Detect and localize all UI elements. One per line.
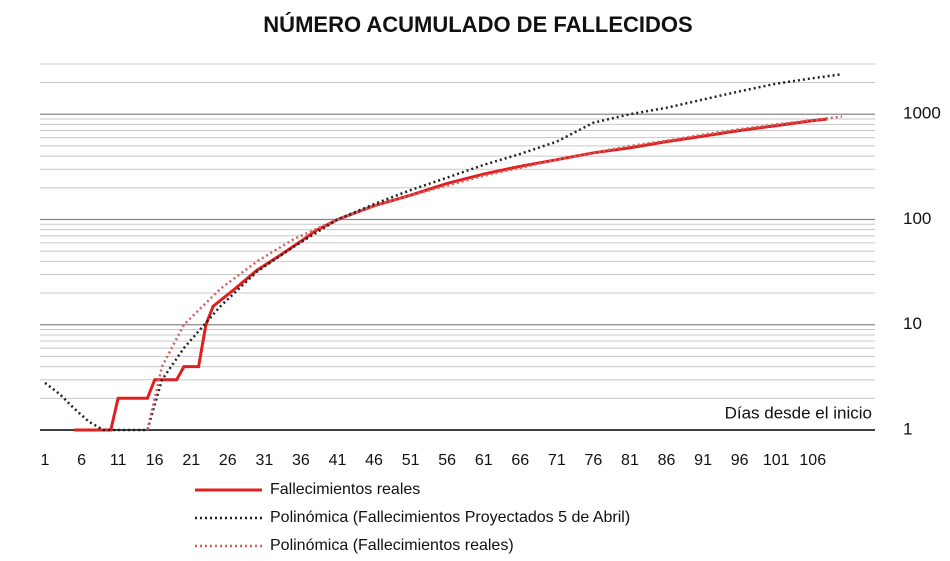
x-tick-label: 26 [219,452,237,469]
x-tick-label: 86 [658,452,676,469]
x-tick-label: 56 [438,452,456,469]
x-tick-label: 46 [365,452,383,469]
x-tick-label: 96 [731,452,749,469]
x-tick-label: 76 [584,452,602,469]
x-tick-label: 91 [694,452,712,469]
y-tick-label: 1000 [903,104,941,123]
annotation: Días desde el inicio [725,403,872,422]
x-tick-label: 101 [763,452,790,469]
legend-label: Fallecimientos reales [270,481,420,498]
x-tick-label: 51 [402,452,420,469]
legend-label: Polinómica (Fallecimientos Proyectados 5… [270,509,630,526]
x-tick-label: 106 [799,452,826,469]
x-tick-label: 36 [292,452,310,469]
x-tick-label: 16 [146,452,164,469]
x-tick-label: 11 [110,452,127,469]
x-tick-label: 31 [255,452,273,469]
legend-label: Polinómica (Fallecimientos reales) [270,537,514,554]
x-tick-label: 71 [548,452,566,469]
x-tick-label: 81 [621,452,639,469]
series-line [146,115,843,431]
x-tick-label: 41 [329,452,347,469]
y-tick-label: 1 [903,419,912,438]
y-tick-label: 10 [903,314,922,333]
x-tick-label: 1 [41,452,50,469]
chart-title: NÚMERO ACUMULADO DE FALLECIDOS [263,12,692,37]
x-tick-label: 66 [511,452,529,469]
series-line [44,72,843,432]
x-tick-label: 21 [182,452,200,469]
x-tick-label: 6 [77,452,86,469]
y-tick-label: 100 [903,209,931,228]
x-tick-label: 61 [475,452,493,469]
